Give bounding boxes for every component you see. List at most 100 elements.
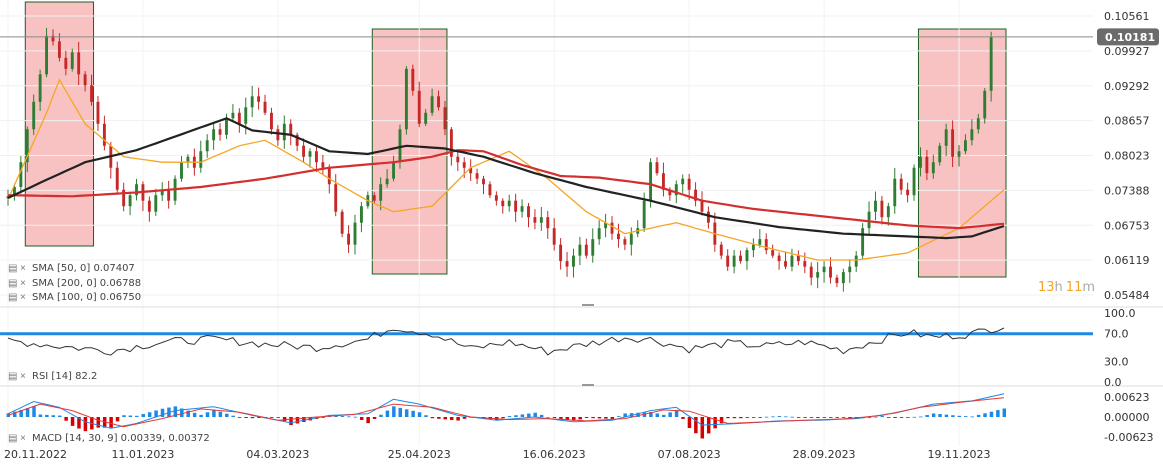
legend-sma-200-label: SMA [200, 0] bbox=[32, 278, 97, 289]
settings-icon[interactable]: ▤ bbox=[8, 433, 17, 444]
close-icon[interactable]: × bbox=[20, 433, 26, 444]
candle-body bbox=[886, 206, 890, 218]
macd-bar bbox=[719, 417, 724, 424]
candle-body bbox=[212, 129, 216, 141]
sma-line bbox=[7, 78, 1005, 261]
macd-tick-label: 0.00623 bbox=[1104, 391, 1150, 404]
settings-icon[interactable]: ▤ bbox=[8, 371, 17, 382]
macd-bar bbox=[57, 415, 62, 417]
legend-rsi[interactable]: ▤ × RSI [14] 82.2 bbox=[8, 371, 97, 382]
macd-bar bbox=[443, 417, 448, 420]
macd-bar bbox=[520, 414, 525, 417]
macd-bar bbox=[449, 417, 454, 420]
close-icon[interactable]: × bbox=[20, 278, 26, 289]
macd-bar bbox=[874, 416, 878, 418]
macd-bar bbox=[38, 414, 43, 417]
macd-bar bbox=[597, 417, 602, 419]
macd-tick-label: 0.00000 bbox=[1104, 411, 1150, 424]
macd-bar bbox=[636, 412, 640, 417]
candle-body bbox=[250, 96, 254, 108]
candle-body bbox=[539, 217, 543, 223]
candle-body bbox=[154, 195, 158, 212]
legend-sma-200[interactable]: ▤ × SMA [200, 0] 0.06788 bbox=[8, 278, 141, 289]
macd-bar bbox=[533, 412, 537, 417]
candle-body bbox=[520, 206, 524, 212]
candle-body bbox=[668, 189, 672, 196]
candle-body bbox=[482, 178, 485, 185]
price-tick-label: 0.08657 bbox=[1104, 115, 1150, 128]
resize-handle-macd[interactable] bbox=[582, 384, 594, 386]
candle-body bbox=[257, 96, 261, 102]
macd-bar bbox=[745, 417, 750, 418]
candle-body bbox=[649, 162, 653, 201]
macd-bar bbox=[751, 417, 756, 418]
candle-body bbox=[437, 96, 440, 108]
macd-bar bbox=[372, 417, 377, 419]
candle-body bbox=[803, 261, 807, 267]
legend-macd-value2: 0.00372 bbox=[168, 433, 209, 444]
candle-body bbox=[989, 36, 993, 91]
candle-body bbox=[359, 206, 363, 223]
close-icon[interactable]: × bbox=[20, 292, 26, 303]
macd-bar bbox=[115, 417, 120, 422]
macd-bar bbox=[231, 415, 235, 417]
candle-body bbox=[919, 156, 922, 168]
legend-sma-200-value: 0.06788 bbox=[100, 278, 141, 289]
macd-bar bbox=[347, 416, 351, 418]
candle-body bbox=[38, 74, 42, 102]
rsi-tick-label: 0.0 bbox=[1104, 376, 1122, 389]
timer-hours: 13 bbox=[1038, 280, 1055, 295]
macd-bar bbox=[713, 417, 717, 429]
macd-bar bbox=[649, 412, 653, 417]
macd-bar bbox=[430, 417, 435, 419]
legend-sma-100[interactable]: ▤ × SMA [100, 0] 0.06750 bbox=[8, 292, 141, 303]
legend-sma-50[interactable]: ▤ × SMA [50, 0] 0.07407 bbox=[8, 263, 135, 274]
timer-h: h bbox=[1055, 280, 1063, 295]
macd-bar bbox=[411, 410, 415, 417]
macd-bar bbox=[225, 413, 229, 417]
macd-bar bbox=[212, 409, 216, 417]
macd-bar bbox=[141, 414, 145, 417]
macd-bar bbox=[655, 413, 660, 417]
macd-bar bbox=[572, 417, 576, 421]
legend-macd[interactable]: ▤ × MACD [14, 30, 9] 0.00339, 0.00372 bbox=[8, 433, 210, 444]
legend-sma-100-value: 0.06750 bbox=[100, 292, 141, 303]
candle-body bbox=[424, 112, 428, 124]
candle-body bbox=[314, 151, 318, 163]
macd-bar bbox=[617, 416, 621, 417]
candle-body bbox=[507, 200, 511, 207]
price-tick-label: 0.08023 bbox=[1104, 149, 1150, 162]
macd-axis: 0.00623 0.00000 -0.00623 bbox=[1104, 391, 1153, 444]
macd-bar bbox=[257, 417, 261, 418]
macd-bar bbox=[321, 417, 325, 418]
settings-icon[interactable]: ▤ bbox=[8, 278, 17, 289]
candle-body bbox=[874, 200, 877, 212]
candle-body bbox=[906, 189, 910, 196]
macd-bar bbox=[25, 408, 30, 417]
candle-body bbox=[237, 112, 241, 124]
resize-handle-rsi[interactable] bbox=[582, 304, 594, 306]
macd-bar bbox=[739, 417, 743, 419]
candle-body bbox=[302, 145, 306, 157]
price-tick-label: 0.09927 bbox=[1104, 45, 1150, 58]
settings-icon[interactable]: ▤ bbox=[8, 292, 17, 303]
close-icon[interactable]: × bbox=[20, 263, 26, 274]
close-icon[interactable]: × bbox=[20, 371, 26, 382]
candle-body bbox=[848, 266, 852, 273]
candle-body bbox=[758, 239, 762, 245]
candle-body bbox=[661, 173, 665, 190]
macd-bar bbox=[295, 417, 300, 424]
macd-bar bbox=[546, 417, 550, 418]
macd-bar bbox=[925, 414, 929, 417]
price-tick-label: 0.06753 bbox=[1104, 219, 1150, 232]
candle-body bbox=[829, 266, 832, 278]
macd-bar bbox=[841, 417, 846, 418]
macd-bar bbox=[668, 412, 672, 417]
candle-body bbox=[263, 101, 267, 113]
candle-body bbox=[45, 35, 49, 75]
sma-lines bbox=[7, 78, 1005, 261]
candle-body bbox=[218, 129, 222, 135]
settings-icon[interactable]: ▤ bbox=[8, 263, 17, 274]
candlesticks bbox=[6, 27, 993, 292]
